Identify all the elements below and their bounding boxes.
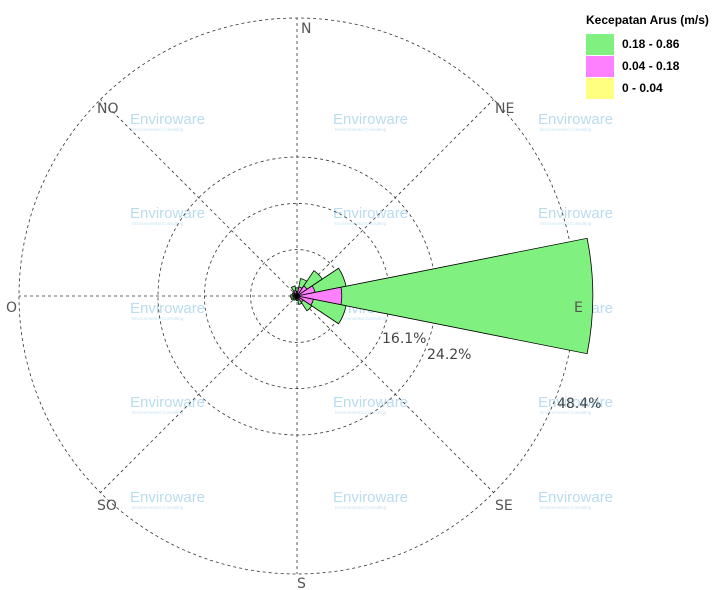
direction-labels: N NE E SE S SO O NO 16.1%24.2% 48.4%	[6, 21, 601, 590]
watermark-subtext: Environmental Consulting	[132, 127, 184, 132]
watermark-text: Enviroware	[333, 394, 408, 411]
watermark-subtext: Environmental Consulting	[540, 410, 592, 415]
direction-label-no: NO	[97, 101, 119, 117]
grid-spoke	[100, 295, 298, 493]
sector-NNW-bin-2	[295, 294, 298, 297]
legend-label: 0.04 - 0.18	[622, 59, 680, 73]
direction-label-se: SE	[495, 498, 513, 514]
watermark-text: Enviroware	[333, 489, 408, 506]
watermark-subtext: Environmental Consulting	[335, 505, 387, 510]
legend-label: 0 - 0.04	[622, 81, 663, 95]
watermark-text: Enviroware	[130, 300, 205, 317]
legend-items: 0.18 - 0.86 0.04 - 0.18 0 - 0.04	[586, 33, 709, 99]
watermark-subtext: Environmental Consulting	[132, 221, 184, 226]
watermark-subtext: Environmental Consulting	[132, 505, 184, 510]
legend-item: 0.04 - 0.18	[586, 55, 709, 77]
legend-swatch	[586, 33, 614, 55]
grid-spoke	[100, 99, 298, 297]
direction-label-s: S	[297, 576, 306, 590]
grid-spoke	[296, 295, 494, 493]
direction-label-n: N	[301, 21, 311, 37]
sector-bars	[290, 237, 594, 355]
watermark-text: Enviroware	[538, 394, 613, 411]
watermark-text: Enviroware	[130, 489, 205, 506]
direction-label-so: SO	[97, 498, 117, 514]
watermark-subtext: Environmental Consulting	[540, 505, 592, 510]
legend-item: 0.18 - 0.86	[586, 33, 709, 55]
grid-spoke	[296, 99, 494, 297]
watermark-text: Enviroware	[333, 111, 408, 128]
sector-NNW-bin-1	[293, 289, 298, 297]
watermark-text: Enviroware	[130, 205, 205, 222]
watermark-subtext: Environmental Consulting	[540, 221, 592, 226]
legend-swatch	[586, 55, 614, 77]
watermark-subtext: Environmental Consulting	[335, 410, 387, 415]
legend-item: 0 - 0.04	[586, 77, 709, 99]
sector-E-bin-0	[296, 237, 594, 355]
watermark-subtext: Environmental Consulting	[132, 316, 184, 321]
watermark-text: Enviroware	[130, 111, 205, 128]
legend: Kecepatan Arus (m/s) 0.18 - 0.86 0.04 - 0…	[586, 13, 709, 99]
watermark-text: Enviroware	[333, 205, 408, 222]
watermark-text: Enviroware	[538, 205, 613, 222]
watermark-subtext: Environmental Consulting	[335, 316, 387, 321]
watermark-subtext: Environmental Consulting	[335, 127, 387, 132]
legend-title: Kecepatan Arus (m/s)	[586, 13, 709, 27]
ring-label: 24.2%	[427, 347, 471, 363]
direction-label-e: E	[574, 300, 583, 316]
watermark-subtext: Environmental Consulting	[335, 221, 387, 226]
legend-swatch	[586, 77, 614, 99]
watermark-subtext: Environmental Consulting	[540, 127, 592, 132]
watermark-subtext: Environmental Consulting	[132, 410, 184, 415]
direction-label-ne: NE	[495, 101, 514, 117]
watermark-text: Enviroware	[130, 394, 205, 411]
legend-label: 0.18 - 0.86	[622, 37, 680, 51]
watermark-text: Enviroware	[538, 111, 613, 128]
ring-label: 48.4%	[557, 396, 601, 412]
direction-label-o: O	[6, 300, 17, 316]
ring-label: 16.1%	[382, 331, 426, 347]
watermark-text: Enviroware	[538, 489, 613, 506]
